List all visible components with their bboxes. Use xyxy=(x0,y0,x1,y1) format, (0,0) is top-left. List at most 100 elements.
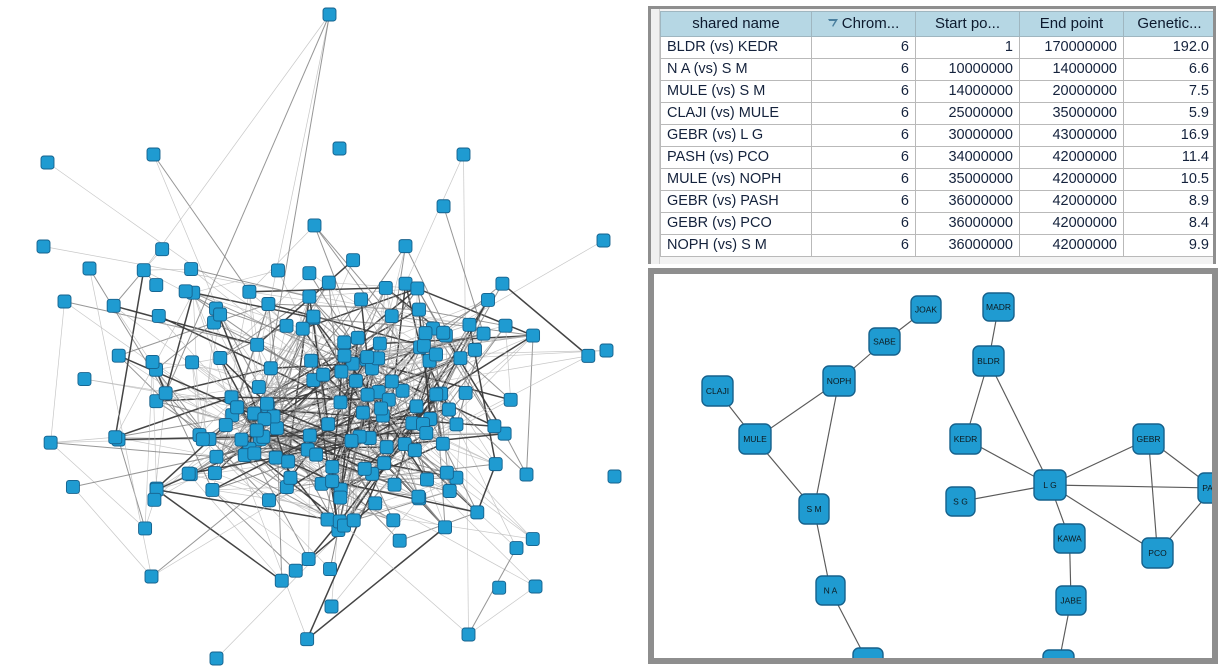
main-network-node[interactable] xyxy=(420,472,434,487)
main-network-node[interactable] xyxy=(344,433,359,448)
main-network-node[interactable] xyxy=(528,579,543,594)
main-network-edge[interactable] xyxy=(165,14,330,394)
main-network-node[interactable] xyxy=(181,466,196,481)
main-network-node[interactable] xyxy=(184,262,199,276)
main-network-edge[interactable] xyxy=(64,301,258,346)
main-network-edge[interactable] xyxy=(193,291,314,319)
table-vertical-scrollbar[interactable] xyxy=(651,9,660,264)
main-network-node[interactable] xyxy=(251,380,266,394)
main-network-edge[interactable] xyxy=(468,586,536,635)
main-network-node[interactable] xyxy=(519,467,534,482)
main-network-node[interactable] xyxy=(442,484,457,498)
sub-network-edge[interactable] xyxy=(813,380,840,510)
main-network-node[interactable] xyxy=(333,395,348,410)
main-network-node[interactable] xyxy=(607,469,622,484)
main-network-node[interactable] xyxy=(599,343,614,358)
main-network-edge[interactable] xyxy=(50,301,65,443)
main-network-node[interactable] xyxy=(304,353,319,368)
main-network-edge[interactable] xyxy=(153,154,221,315)
main-network-node[interactable] xyxy=(321,417,336,432)
main-network-node[interactable] xyxy=(281,454,296,469)
column-header-start-point[interactable]: Start po... xyxy=(916,11,1020,37)
main-network-node[interactable] xyxy=(302,428,317,443)
main-network-node[interactable] xyxy=(395,383,410,398)
main-network-node[interactable] xyxy=(411,489,426,504)
main-network-edge[interactable] xyxy=(164,292,194,394)
main-network-edge[interactable] xyxy=(118,439,146,529)
main-network-edge[interactable] xyxy=(212,454,317,491)
table-row[interactable]: CLAJI (vs) MULE 6 25000000 35000000 5.9 xyxy=(660,103,1213,125)
main-network-node[interactable] xyxy=(355,405,370,420)
main-network-node[interactable] xyxy=(509,541,524,556)
main-network-edge[interactable] xyxy=(276,296,310,429)
main-network-node[interactable] xyxy=(525,532,540,547)
main-network-edge[interactable] xyxy=(191,268,310,298)
main-network-node[interactable] xyxy=(435,436,450,451)
table-row[interactable]: PASH (vs) PCO 6 34000000 42000000 11.4 xyxy=(660,147,1213,169)
main-network-node[interactable] xyxy=(40,155,55,170)
main-network-edge[interactable] xyxy=(501,283,589,357)
main-network-edge[interactable] xyxy=(353,490,450,521)
main-network-node[interactable] xyxy=(269,421,284,436)
main-network-edge[interactable] xyxy=(331,498,420,607)
main-network-node[interactable] xyxy=(151,308,166,323)
main-network-edge[interactable] xyxy=(84,378,166,394)
main-network-edge[interactable] xyxy=(380,408,478,513)
main-network-edge[interactable] xyxy=(309,435,447,474)
main-network-node[interactable] xyxy=(260,396,274,411)
table-row[interactable]: BLDR (vs) KEDR 6 1 170000000 192.0 xyxy=(660,37,1213,59)
main-network-edge[interactable] xyxy=(442,332,506,435)
main-network-edge[interactable] xyxy=(340,402,355,521)
main-network-node[interactable] xyxy=(436,325,451,340)
main-network-node[interactable] xyxy=(274,573,289,588)
main-network-edge[interactable] xyxy=(165,392,270,501)
sub-network-node[interactable]: N A xyxy=(815,575,846,606)
main-network-node[interactable] xyxy=(468,342,482,357)
column-header-genetic[interactable]: Genetic... xyxy=(1124,11,1213,37)
main-network-node[interactable] xyxy=(386,513,401,528)
main-network-node[interactable] xyxy=(476,326,491,341)
main-network-node[interactable] xyxy=(65,479,80,494)
main-network-node[interactable] xyxy=(368,496,383,511)
main-network-edge[interactable] xyxy=(113,305,258,346)
main-network-node[interactable] xyxy=(398,239,413,254)
main-network-node[interactable] xyxy=(242,284,257,299)
main-network-node[interactable] xyxy=(262,493,276,508)
main-network-edge[interactable] xyxy=(429,360,496,465)
table-row[interactable]: GEBR (vs) L G 6 30000000 43000000 16.9 xyxy=(660,125,1213,147)
main-network-node[interactable] xyxy=(360,350,375,364)
main-network-edge[interactable] xyxy=(418,309,506,327)
main-network-edge[interactable] xyxy=(249,291,470,326)
main-network-node[interactable] xyxy=(263,361,278,376)
main-network-node[interactable] xyxy=(247,446,262,461)
sub-network-node[interactable]: JOAK xyxy=(910,295,942,324)
main-network-node[interactable] xyxy=(306,309,321,324)
main-network-node[interactable] xyxy=(436,199,451,214)
main-network-node[interactable] xyxy=(288,563,303,578)
main-network-edge[interactable] xyxy=(465,335,534,394)
main-network-edge[interactable] xyxy=(156,396,232,402)
main-network-node[interactable] xyxy=(302,289,317,304)
main-network-edge[interactable] xyxy=(188,456,276,475)
main-network-edge[interactable] xyxy=(144,361,153,529)
main-network-node[interactable] xyxy=(268,450,283,465)
main-network-edge[interactable] xyxy=(314,225,393,317)
main-network-edge[interactable] xyxy=(476,463,497,513)
main-network-node[interactable] xyxy=(271,263,285,278)
sub-network-node[interactable]: NOPH xyxy=(822,365,856,397)
main-network-node[interactable] xyxy=(57,294,72,309)
main-network-edge[interactable] xyxy=(526,335,534,475)
main-network-node[interactable] xyxy=(334,364,349,379)
main-network-node[interactable] xyxy=(346,513,361,528)
main-network-edge[interactable] xyxy=(339,521,469,635)
main-network-node[interactable] xyxy=(301,552,316,567)
main-network-node[interactable] xyxy=(309,447,324,462)
main-network-node[interactable] xyxy=(379,440,394,455)
main-network-edge[interactable] xyxy=(456,355,589,425)
main-network-node[interactable] xyxy=(416,338,431,353)
main-network-edge[interactable] xyxy=(312,316,324,375)
main-network-node[interactable] xyxy=(323,562,337,577)
main-network-node[interactable] xyxy=(492,580,507,595)
sub-network-node[interactable]: GEBR xyxy=(1132,423,1165,455)
main-network-edge[interactable] xyxy=(385,287,512,401)
